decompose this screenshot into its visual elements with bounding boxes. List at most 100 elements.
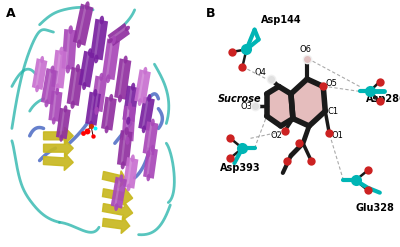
Polygon shape [85,92,101,126]
Ellipse shape [125,26,130,31]
Polygon shape [78,51,96,88]
Ellipse shape [94,107,99,115]
Ellipse shape [138,98,142,106]
Polygon shape [138,96,155,131]
Ellipse shape [126,137,130,145]
Polygon shape [94,20,102,59]
Ellipse shape [66,65,70,74]
Polygon shape [56,108,71,139]
Polygon shape [114,178,121,207]
Ellipse shape [123,56,128,64]
Text: Sucrose: Sucrose [218,94,262,104]
Polygon shape [102,39,120,80]
Polygon shape [126,158,132,187]
Text: A: A [6,7,16,21]
Ellipse shape [40,56,44,63]
FancyArrow shape [102,203,133,220]
Polygon shape [67,67,84,106]
Ellipse shape [64,105,67,113]
Ellipse shape [106,74,110,83]
Polygon shape [101,97,117,131]
Ellipse shape [52,117,56,124]
Polygon shape [146,148,152,178]
Polygon shape [291,79,325,126]
Polygon shape [65,29,70,69]
Polygon shape [117,130,132,166]
Polygon shape [76,5,87,44]
Ellipse shape [111,36,116,44]
Ellipse shape [105,125,109,133]
Polygon shape [143,147,158,179]
Polygon shape [118,59,125,99]
Ellipse shape [147,94,151,102]
Ellipse shape [89,121,93,128]
Ellipse shape [94,55,98,63]
Ellipse shape [124,127,129,135]
Polygon shape [82,52,90,86]
Polygon shape [125,106,130,141]
Ellipse shape [88,48,92,56]
Polygon shape [142,121,158,155]
Polygon shape [41,68,58,105]
Polygon shape [104,97,111,129]
Polygon shape [52,91,57,121]
Ellipse shape [100,16,104,24]
Ellipse shape [108,38,113,43]
Ellipse shape [131,83,135,91]
Ellipse shape [118,94,122,103]
Polygon shape [55,50,61,87]
Polygon shape [126,86,133,121]
Polygon shape [44,69,52,103]
Ellipse shape [44,99,49,107]
FancyArrow shape [44,140,73,157]
Text: Asp286: Asp286 [366,94,400,104]
Polygon shape [108,23,130,46]
Polygon shape [123,157,138,189]
Polygon shape [48,91,62,122]
FancyArrow shape [103,216,130,234]
Polygon shape [106,39,113,79]
Polygon shape [111,177,127,209]
Polygon shape [114,58,131,100]
Text: O4: O4 [255,68,267,77]
Ellipse shape [109,94,113,102]
Point [88,124,94,128]
FancyArrow shape [44,153,73,170]
Ellipse shape [35,85,39,92]
Ellipse shape [77,40,82,48]
Text: O1: O1 [331,131,343,140]
Ellipse shape [59,47,64,55]
Ellipse shape [142,125,146,133]
Ellipse shape [50,65,54,74]
Polygon shape [134,69,151,104]
Ellipse shape [121,161,125,169]
Polygon shape [120,131,126,165]
FancyArrow shape [102,171,127,188]
Polygon shape [142,97,149,129]
Ellipse shape [93,89,97,97]
Text: O5: O5 [325,80,337,88]
Polygon shape [122,85,139,122]
Ellipse shape [150,145,154,152]
Polygon shape [32,58,47,90]
Polygon shape [138,70,145,102]
Point [80,131,86,135]
Polygon shape [88,92,95,124]
Ellipse shape [76,64,80,72]
Polygon shape [62,29,77,70]
FancyArrow shape [44,127,73,144]
Polygon shape [146,122,152,154]
Ellipse shape [70,101,75,109]
Polygon shape [94,76,101,111]
Ellipse shape [59,134,63,142]
Polygon shape [70,68,78,105]
Polygon shape [51,50,68,89]
FancyArrow shape [102,188,133,205]
Point [92,126,98,130]
Ellipse shape [146,150,150,158]
Polygon shape [90,19,108,60]
Ellipse shape [119,174,123,182]
Ellipse shape [126,184,131,191]
Ellipse shape [151,119,155,126]
Polygon shape [91,76,107,112]
